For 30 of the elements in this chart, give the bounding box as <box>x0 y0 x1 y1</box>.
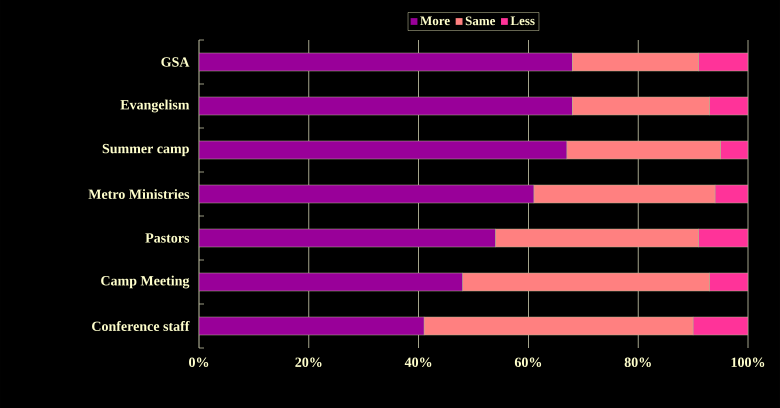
y-tick-label: Camp Meeting <box>101 276 190 288</box>
bar <box>720 140 748 160</box>
y-tick-label: Metro Ministries <box>88 189 190 199</box>
y-tick-label: Summer camp <box>102 144 189 156</box>
bar <box>714 184 748 204</box>
bar <box>709 96 748 116</box>
bar <box>709 272 748 292</box>
bar <box>698 52 748 72</box>
legend-label: Same <box>466 16 496 26</box>
y-tick-label: Conference staff <box>92 321 190 332</box>
bar <box>199 52 573 72</box>
bar <box>692 316 748 336</box>
bar <box>199 316 424 336</box>
y-tick-label: Evangelism <box>120 100 190 112</box>
x-tick-label: 80% <box>624 358 651 368</box>
x-tick-label: 0% <box>189 358 208 368</box>
bar <box>698 228 748 248</box>
legend-label: Less <box>510 16 535 26</box>
bar <box>199 228 496 248</box>
bar <box>199 272 463 292</box>
x-tick-label: 20% <box>295 358 322 368</box>
x-tick-label: 40% <box>404 358 432 368</box>
legend-label: More <box>420 16 450 26</box>
bar <box>199 184 534 204</box>
x-tick-label: 100% <box>732 358 764 368</box>
bar <box>199 96 573 116</box>
x-tick-label: 60% <box>514 358 542 368</box>
y-tick-label: GSA <box>161 57 190 67</box>
bar <box>199 140 568 160</box>
y-tick-label: Pastors <box>145 233 190 243</box>
